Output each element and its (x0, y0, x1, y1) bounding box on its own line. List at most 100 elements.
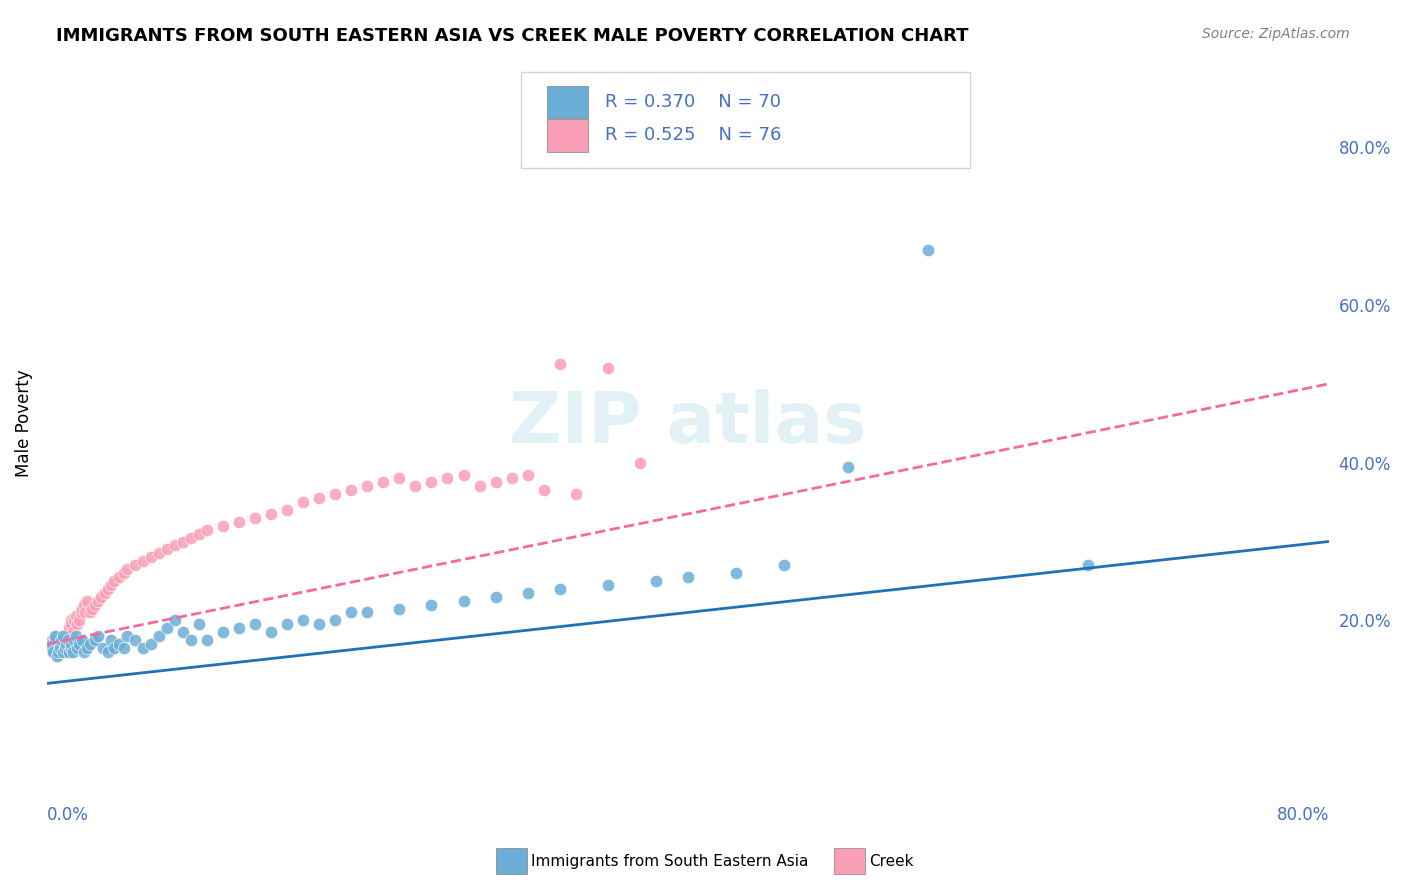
Point (112, 566, 135, 580)
Point (51, 637, 73, 651)
Point (73, 645, 96, 659)
Point (115, 629, 138, 643)
FancyBboxPatch shape (522, 72, 970, 168)
Point (564, 487, 586, 501)
Point (56, 633, 79, 648)
Point (156, 542, 179, 557)
Point (596, 578, 619, 592)
Point (70, 633, 93, 648)
Point (45, 648, 67, 663)
Point (46, 633, 69, 648)
Point (62, 625, 84, 640)
Point (87, 593, 110, 607)
Point (260, 625, 283, 640)
Point (172, 625, 194, 640)
Point (484, 475, 506, 490)
Point (172, 534, 194, 549)
Point (644, 574, 666, 588)
Point (139, 637, 162, 651)
Point (63, 633, 86, 648)
Point (93, 586, 115, 600)
Point (79, 637, 101, 651)
Point (103, 640, 125, 655)
Point (156, 621, 179, 635)
Y-axis label: Male Poverty: Male Poverty (15, 369, 32, 477)
Point (87, 629, 110, 643)
Point (548, 582, 571, 596)
Text: Creek: Creek (869, 855, 914, 869)
Point (724, 566, 747, 580)
Point (63, 613, 86, 627)
Point (65, 609, 87, 624)
Text: IMMIGRANTS FROM SOUTH EASTERN ASIA VS CREEK MALE POVERTY CORRELATION CHART: IMMIGRANTS FROM SOUTH EASTERN ASIA VS CR… (56, 27, 969, 45)
Point (165, 613, 187, 627)
Point (66, 640, 89, 655)
Point (420, 598, 443, 612)
Point (323, 487, 346, 501)
Point (90, 590, 112, 604)
Text: ZIP atlas: ZIP atlas (509, 389, 866, 458)
Point (48, 640, 70, 655)
Point (67, 613, 90, 627)
Point (91, 640, 114, 655)
Point (53, 640, 76, 655)
Point (108, 637, 131, 651)
Text: 80.0%: 80.0% (1277, 806, 1329, 824)
Point (212, 518, 235, 533)
Point (69, 606, 91, 620)
Point (516, 586, 538, 600)
Point (115, 562, 138, 576)
Point (59, 617, 82, 632)
Point (212, 625, 235, 640)
Point (112, 640, 135, 655)
Point (308, 491, 330, 505)
Point (46, 637, 69, 651)
Point (59, 637, 82, 651)
Point (97, 645, 120, 659)
Point (44, 629, 66, 643)
Point (42, 645, 65, 659)
Point (453, 593, 475, 607)
Point (148, 546, 170, 560)
Point (41, 637, 63, 651)
Point (84, 598, 107, 612)
Point (51, 633, 73, 648)
Point (56, 625, 79, 640)
Point (52, 629, 75, 643)
Point (55, 645, 77, 659)
Point (53, 640, 76, 655)
Point (59, 613, 82, 627)
Point (188, 617, 211, 632)
Point (484, 590, 506, 604)
Point (596, 361, 619, 376)
Point (124, 633, 146, 648)
Point (70, 601, 93, 615)
Point (124, 558, 146, 573)
Point (79, 606, 101, 620)
Point (65, 629, 87, 643)
Point (52, 629, 75, 643)
Point (180, 531, 202, 545)
Point (468, 479, 491, 493)
Point (323, 613, 346, 627)
Point (404, 479, 426, 493)
Point (48, 640, 70, 655)
Point (165, 538, 187, 552)
Point (139, 550, 162, 565)
Text: Source: ZipAtlas.com: Source: ZipAtlas.com (1202, 27, 1350, 41)
Point (44, 640, 66, 655)
Point (501, 471, 523, 485)
Point (59, 640, 82, 655)
Point (388, 471, 411, 485)
Point (356, 479, 378, 493)
Point (108, 570, 131, 584)
Point (132, 554, 155, 568)
Point (148, 629, 170, 643)
Point (356, 606, 378, 620)
Point (388, 601, 411, 615)
Point (276, 617, 298, 632)
Point (276, 503, 298, 517)
Point (62, 645, 84, 659)
Point (52, 633, 75, 648)
Point (676, 570, 699, 584)
